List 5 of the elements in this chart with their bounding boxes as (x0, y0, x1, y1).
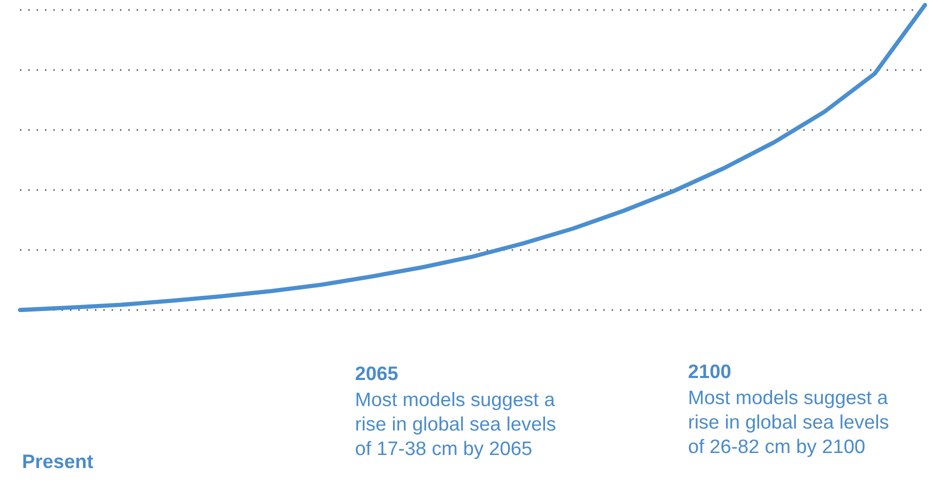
text: 2065 (356, 366, 398, 380)
text: Most models suggest a rise in global sea levels of 26-82 cm by 2100 (688, 390, 888, 458)
text: 2100 (688, 364, 730, 378)
text: Most models suggest a rise in global sea levels of 17-38 cm by 2065 (356, 392, 556, 460)
text: Present (23, 454, 94, 468)
